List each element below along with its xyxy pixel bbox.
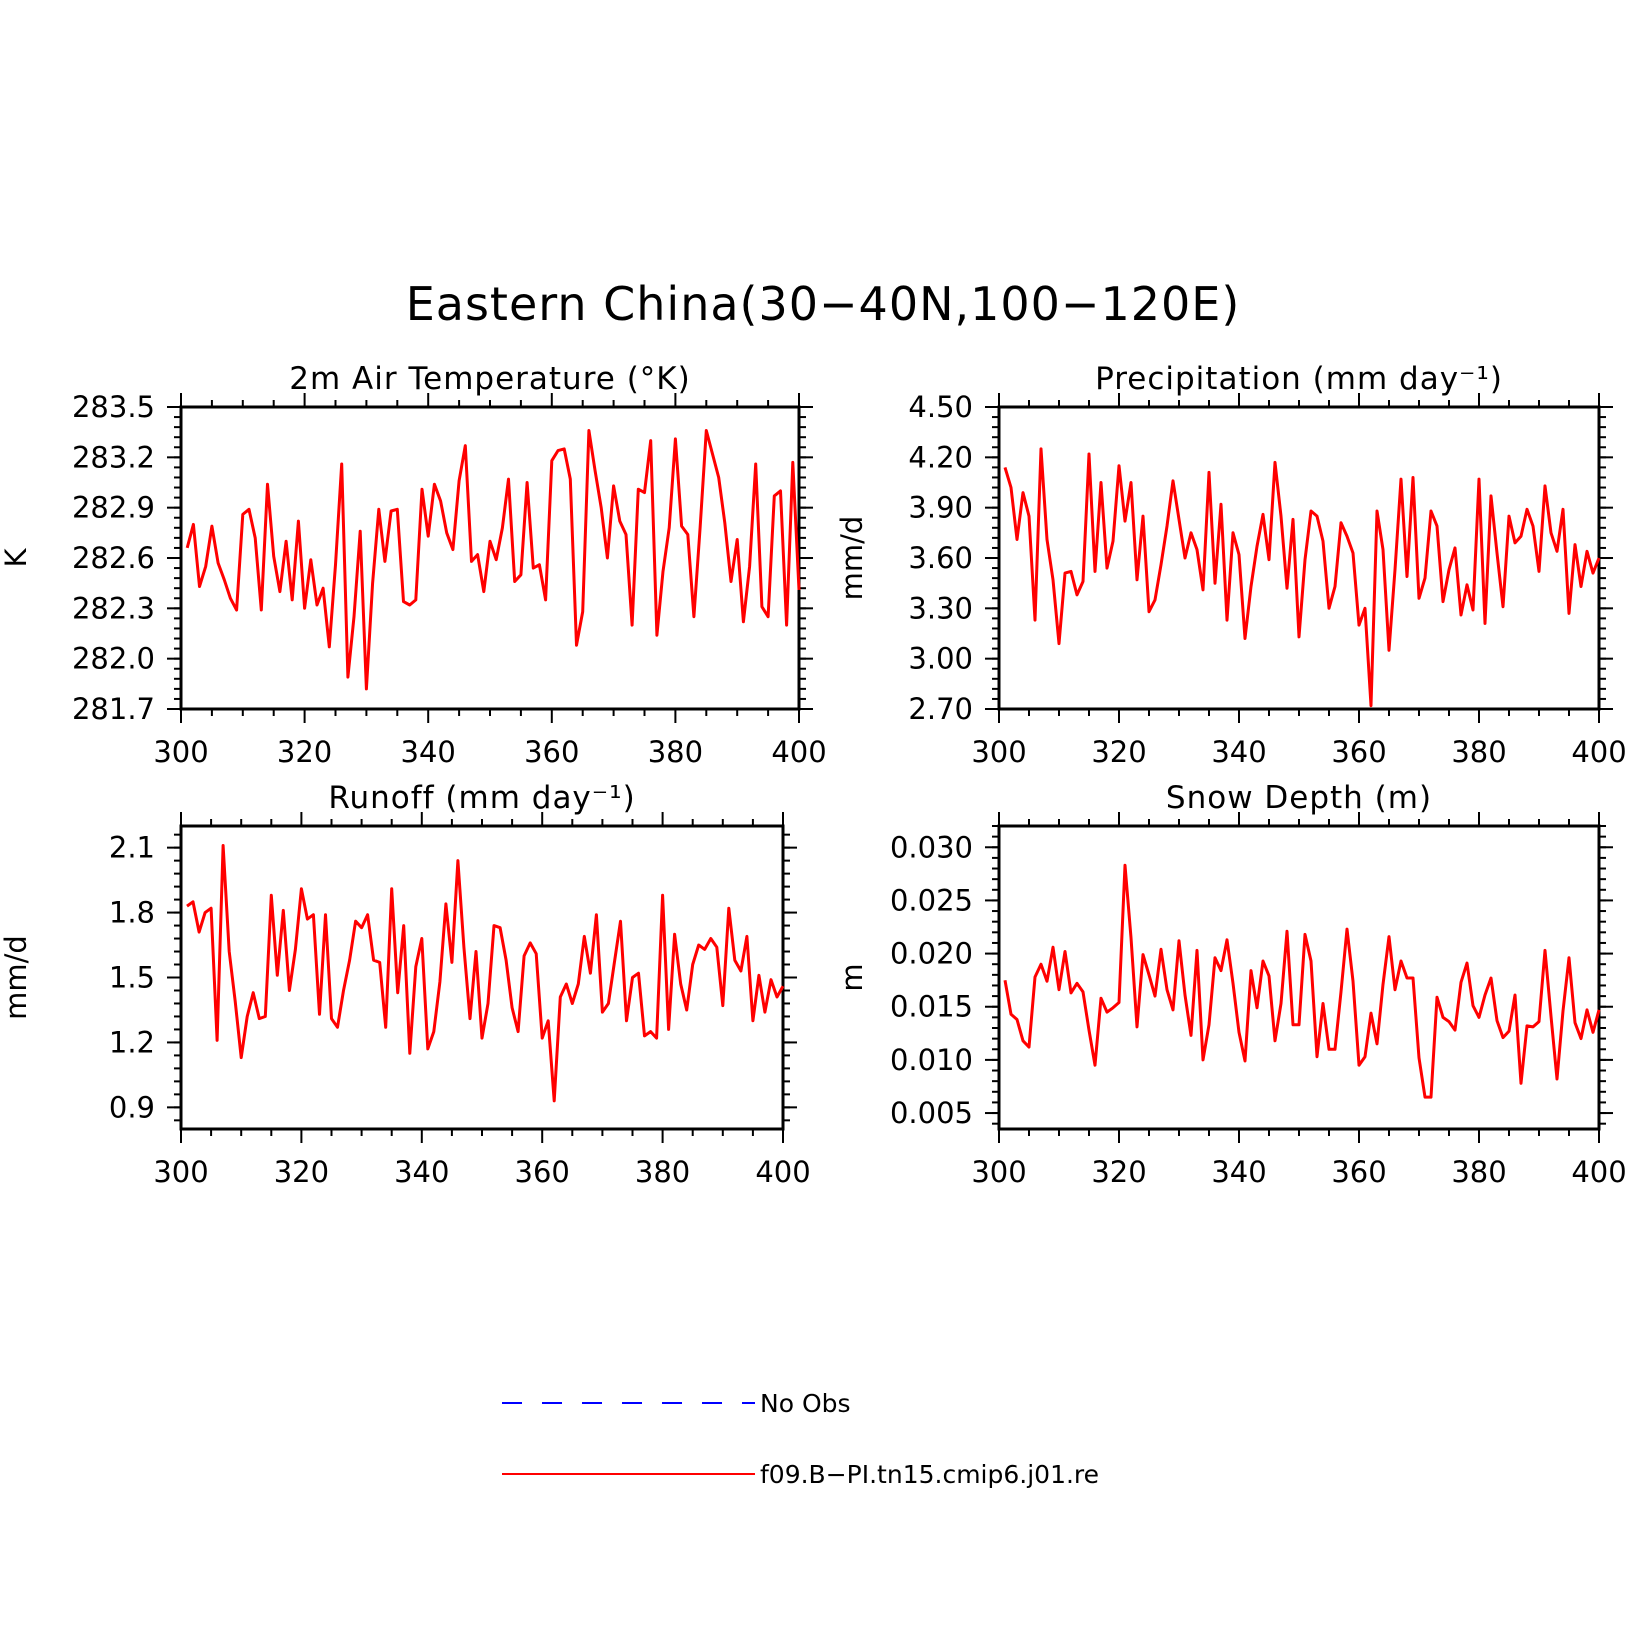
y-tick-label: 0.005 — [890, 1096, 973, 1130]
panel-title: 2m Air Temperature (°K) — [289, 361, 690, 397]
x-tick-label: 380 — [635, 1155, 690, 1189]
y-tick-label: 4.50 — [908, 390, 973, 424]
series-line — [186, 844, 785, 1103]
x-tick-label: 320 — [274, 1155, 329, 1189]
panel-title: Runoff (mm day⁻¹) — [328, 780, 635, 816]
y-tick-label: 283.2 — [72, 440, 155, 474]
x-tick-label: 360 — [524, 735, 579, 769]
y-tick-label: 282.3 — [72, 591, 155, 625]
figure-title: Eastern China(30−40N,100−120E) — [406, 277, 1241, 331]
y-tick-label: 3.90 — [908, 491, 973, 525]
y-tick-label: 4.20 — [908, 440, 973, 474]
y-axis-label: mm/d — [0, 935, 33, 1020]
y-tick-label: 282.6 — [72, 541, 155, 575]
panels: 2m Air Temperature (°K) 300 320 340 360 380 40… — [0, 361, 1627, 1189]
y-tick-label: 0.025 — [890, 883, 973, 917]
plot-frame — [179, 824, 785, 1131]
panel-3: Runoff (mm day⁻¹) 300 320 340 360 380 400 0.9 1.… — [0, 780, 811, 1189]
y-axis-label: K — [0, 548, 33, 568]
x-tick-label: 400 — [1571, 735, 1626, 769]
y-tick-label: 2.70 — [908, 692, 973, 726]
x-tick-label: 300 — [153, 735, 208, 769]
y-tick-label: 2.1 — [109, 831, 155, 865]
x-tick-label: 320 — [1091, 735, 1146, 769]
y-tick-label: 3.00 — [908, 642, 973, 676]
panel-1: 2m Air Temperature (°K) 300 320 340 360 380 40… — [0, 361, 827, 769]
y-tick-label: 0.010 — [890, 1043, 973, 1077]
x-tick-label: 400 — [755, 1155, 810, 1189]
series-line — [1003, 447, 1601, 708]
x-tick-label: 380 — [1451, 735, 1506, 769]
x-tick-label: 340 — [394, 1155, 449, 1189]
legend: No Obs f09.B−PI.tn15.cmip6.j01.re — [502, 1389, 1099, 1489]
y-tick-label: 0.9 — [109, 1090, 155, 1124]
y-tick-label: 282.9 — [72, 491, 155, 525]
y-tick-label: 0.030 — [890, 830, 973, 864]
series-line — [1003, 863, 1601, 1099]
x-tick-label: 340 — [1211, 1155, 1266, 1189]
plot-frame — [997, 824, 1601, 1131]
legend-label-model: f09.B−PI.tn15.cmip6.j01.re — [760, 1460, 1099, 1489]
y-tick-label: 283.5 — [72, 390, 155, 424]
panel-title: Snow Depth (m) — [1166, 780, 1432, 816]
y-tick-label: 3.60 — [908, 541, 973, 575]
x-tick-label: 340 — [401, 735, 456, 769]
x-tick-label: 340 — [1211, 735, 1266, 769]
x-tick-label: 300 — [971, 1155, 1026, 1189]
panel-title: Precipitation (mm day⁻¹) — [1095, 361, 1503, 397]
x-tick-label: 300 — [153, 1155, 208, 1189]
series-line — [185, 429, 801, 691]
panel-4: Snow Depth (m) 300 320 340 360 380 400 0.005 0.0… — [835, 780, 1627, 1189]
y-tick-label: 0.015 — [890, 990, 973, 1024]
y-tick-label: 1.2 — [109, 1025, 155, 1059]
x-tick-label: 320 — [277, 735, 332, 769]
y-tick-label: 0.020 — [890, 937, 973, 971]
panel-2: Precipitation (mm day⁻¹) 300 320 340 360 380 4… — [835, 361, 1627, 769]
y-axis-label: m — [835, 963, 869, 991]
y-tick-label: 281.7 — [72, 692, 155, 726]
y-tick-label: 282.0 — [72, 642, 155, 676]
x-tick-label: 360 — [1331, 735, 1386, 769]
x-tick-label: 320 — [1091, 1155, 1146, 1189]
x-tick-label: 380 — [1451, 1155, 1506, 1189]
x-tick-label: 380 — [648, 735, 703, 769]
x-tick-label: 300 — [971, 735, 1026, 769]
x-tick-label: 400 — [771, 735, 826, 769]
plot-frame — [997, 405, 1601, 711]
y-tick-label: 1.5 — [109, 961, 155, 995]
y-axis-label: mm/d — [835, 516, 869, 601]
legend-label-no-obs: No Obs — [760, 1389, 851, 1418]
x-tick-label: 360 — [515, 1155, 570, 1189]
x-tick-label: 360 — [1331, 1155, 1386, 1189]
x-tick-label: 400 — [1571, 1155, 1626, 1189]
y-tick-label: 3.30 — [908, 591, 973, 625]
y-tick-label: 1.8 — [109, 896, 155, 930]
